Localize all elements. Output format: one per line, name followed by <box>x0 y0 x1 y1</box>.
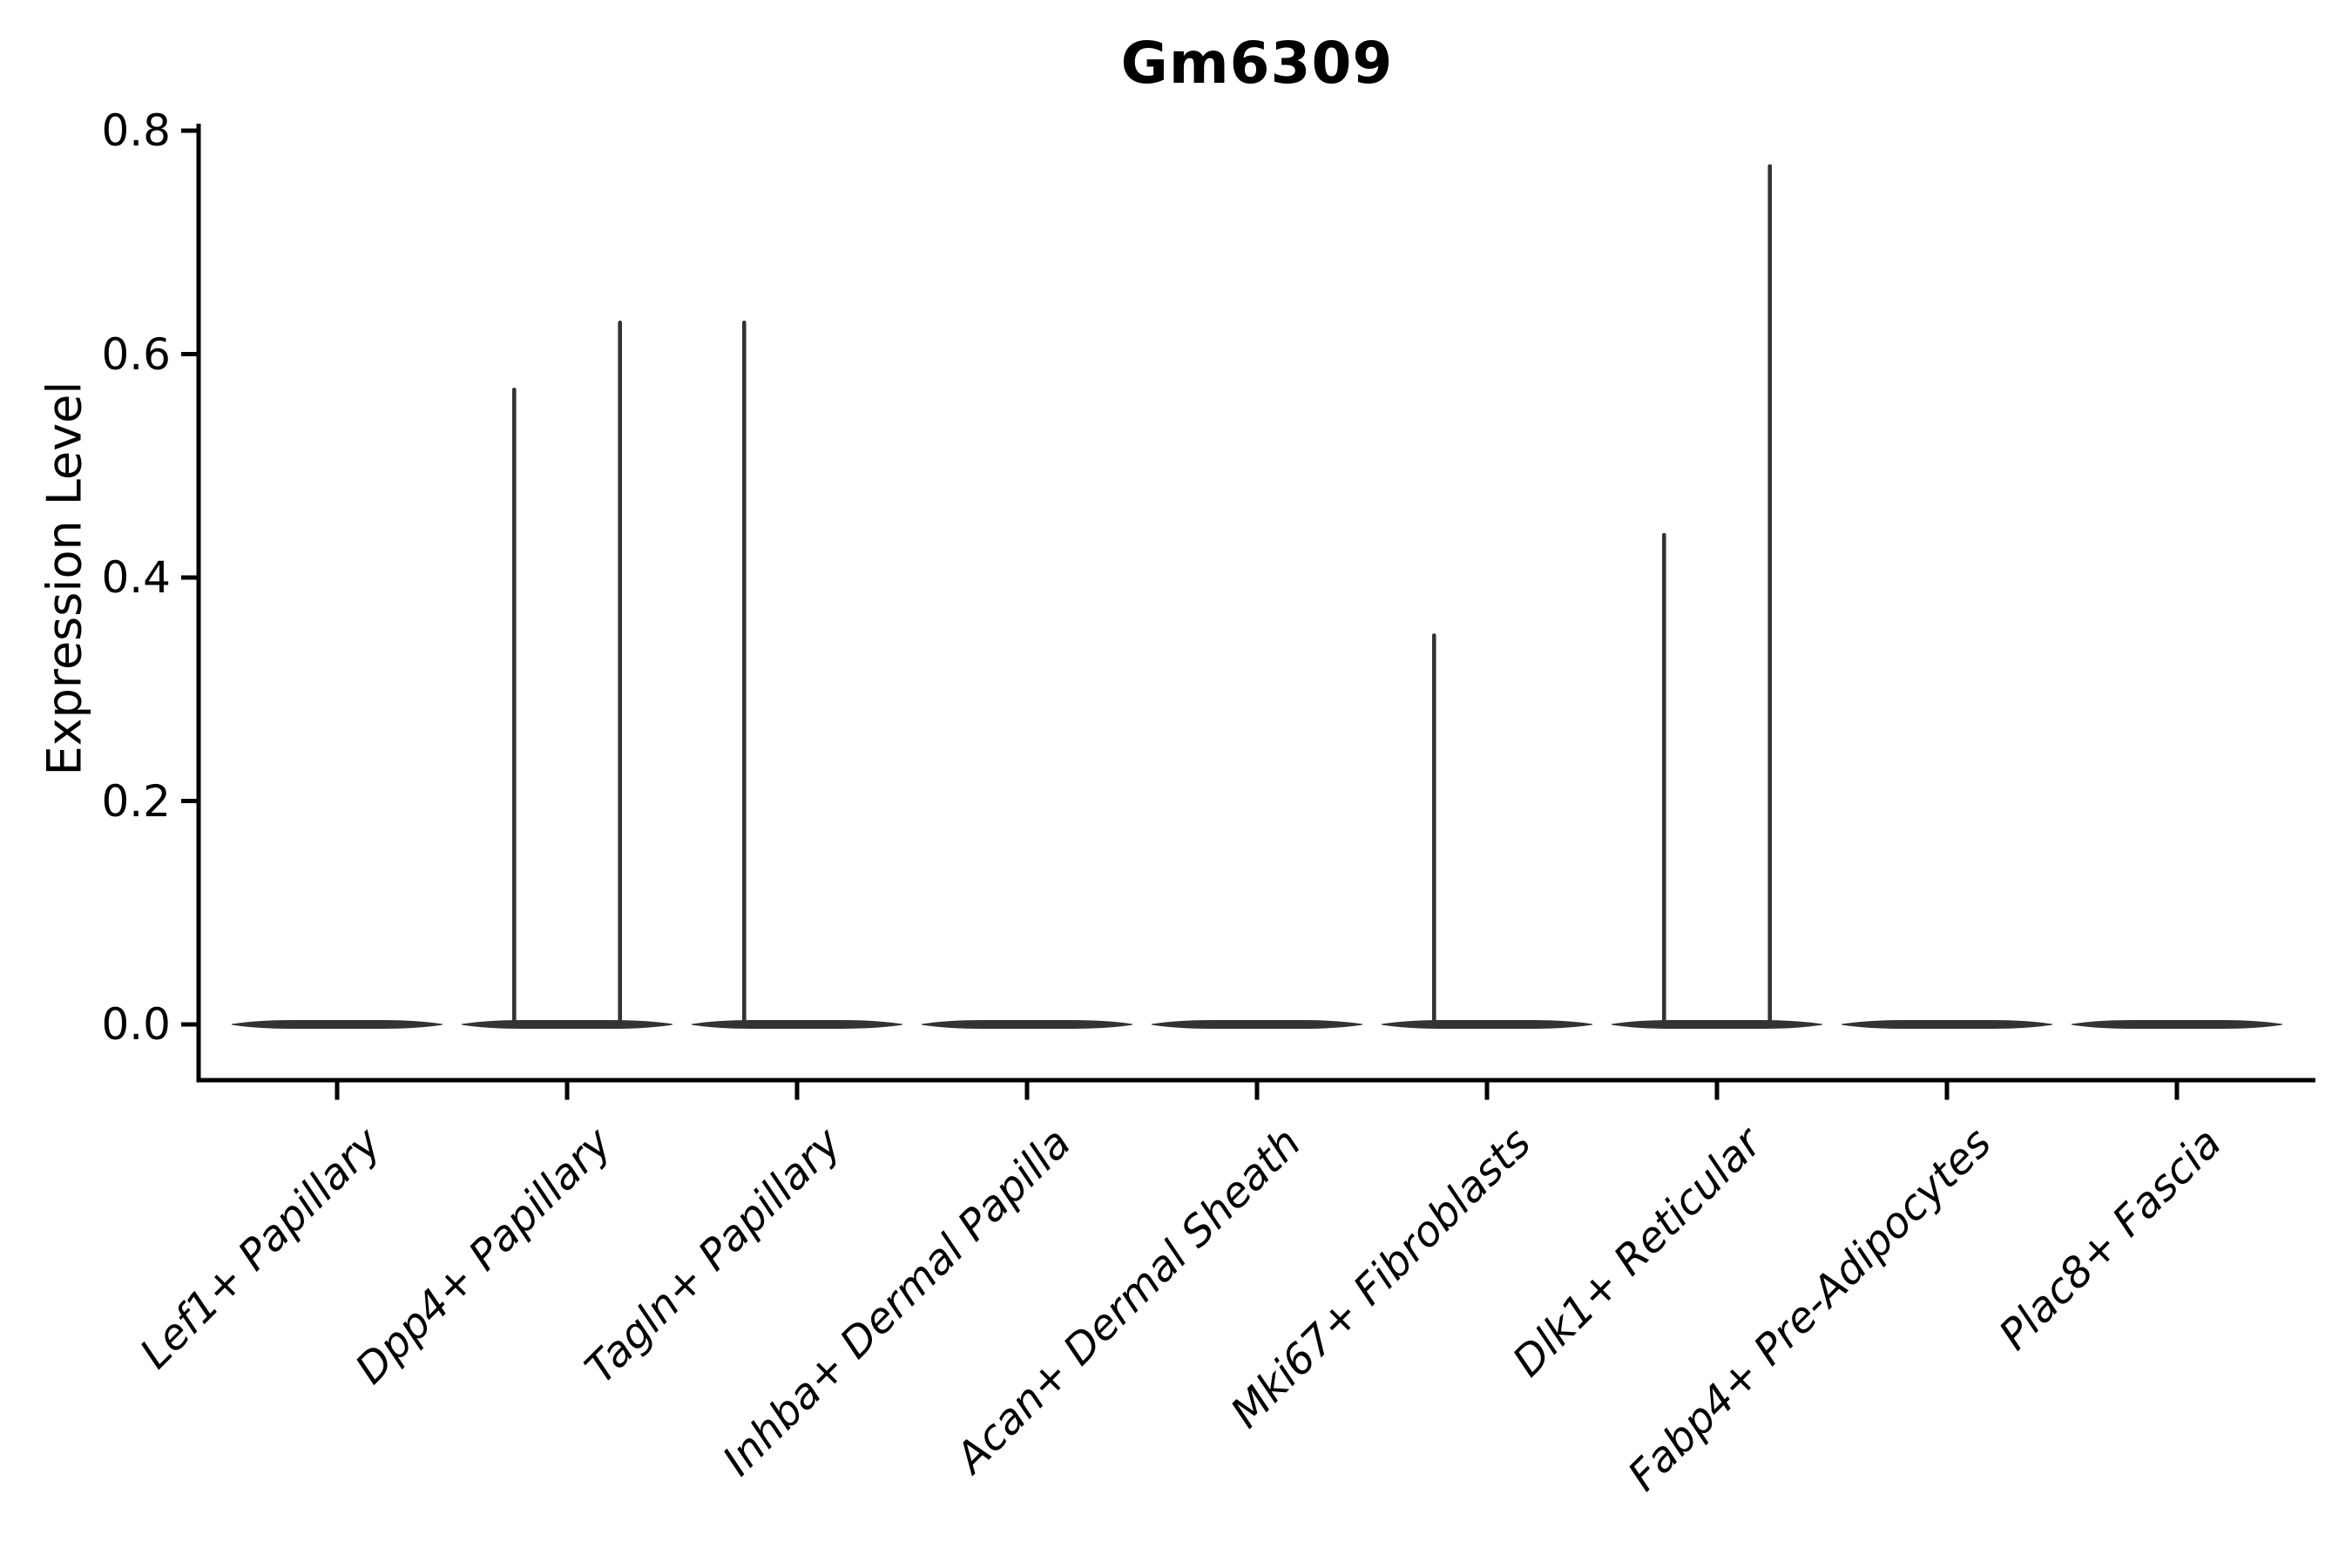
violin-body <box>921 1020 1133 1029</box>
violin-body <box>1151 1020 1363 1029</box>
y-tick-label: 0.2 <box>101 775 171 827</box>
violin-spike <box>1767 164 1773 1025</box>
y-tick-label: 0.4 <box>101 552 171 603</box>
violin-spike <box>741 321 747 1024</box>
violin-body <box>691 1020 903 1029</box>
y-tick-label: 0.8 <box>101 105 171 156</box>
violin-body <box>2071 1020 2283 1029</box>
violin-body <box>1611 1020 1823 1029</box>
violin-body <box>231 1020 443 1029</box>
violin-spike <box>1661 532 1666 1024</box>
violin-body <box>1381 1020 1593 1029</box>
y-tick-label: 0.6 <box>101 328 171 380</box>
y-tick-label: 0.0 <box>101 999 171 1050</box>
violin-spike <box>511 387 517 1025</box>
violin-body <box>461 1020 673 1029</box>
plot-title: Gm6309 <box>1120 30 1394 97</box>
violin-spike <box>1431 633 1436 1024</box>
violin-body <box>1841 1020 2053 1029</box>
violin-spike <box>618 321 623 1024</box>
